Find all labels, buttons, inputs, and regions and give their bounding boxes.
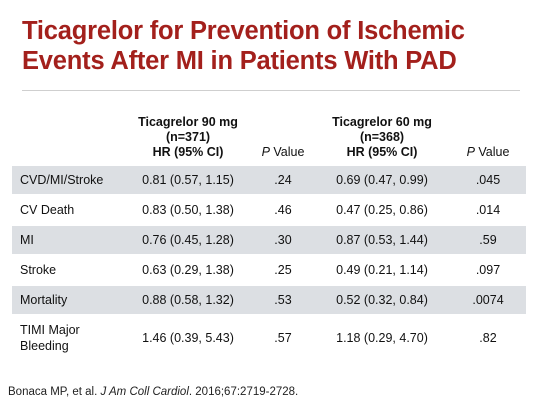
- row-label: MI: [12, 225, 124, 256]
- hr-60: 0.69 (0.47, 0.99): [314, 166, 450, 196]
- results-table: Ticagrelor 90 mg (n=371) HR (95% CI) P V…: [12, 115, 526, 362]
- hr-60: 1.18 (0.29, 4.70): [314, 315, 450, 362]
- row-label: Stroke: [12, 255, 124, 286]
- table-header-row: Ticagrelor 90 mg (n=371) HR (95% CI) P V…: [12, 115, 526, 166]
- p-60: .014: [450, 195, 526, 226]
- citation: Bonaca MP, et al. J Am Coll Cardiol. 201…: [8, 386, 298, 398]
- p-60: .0074: [450, 285, 526, 316]
- header-p-90-word: Value: [273, 145, 305, 159]
- table-row: CVD/MI/Stroke 0.81 (0.57, 1.15) .24 0.69…: [12, 166, 526, 196]
- row-label: CVD/MI/Stroke: [12, 166, 124, 196]
- header-ticagrelor-90-hr: HR (95% CI): [152, 145, 224, 159]
- header-ticagrelor-60-n: (n=368): [359, 130, 405, 144]
- table-row: TIMI Major Bleeding 1.46 (0.39, 5.43) .5…: [12, 315, 526, 362]
- header-p-value-90: P Value: [252, 115, 314, 166]
- table-row: MI 0.76 (0.45, 1.28) .30 0.87 (0.53, 1.4…: [12, 225, 526, 256]
- citation-details: . 2016;67:2719-2728.: [188, 386, 299, 398]
- hr-60: 0.47 (0.25, 0.86): [314, 195, 450, 226]
- p-90: .24: [252, 166, 314, 196]
- table-row: Stroke 0.63 (0.29, 1.38) .25 0.49 (0.21,…: [12, 255, 526, 286]
- table-row: CV Death 0.83 (0.50, 1.38) .46 0.47 (0.2…: [12, 195, 526, 226]
- table-row: Mortality 0.88 (0.58, 1.32) .53 0.52 (0.…: [12, 285, 526, 316]
- citation-journal: J Am Coll Cardiol: [100, 386, 189, 398]
- hr-90: 0.76 (0.45, 1.28): [124, 225, 252, 256]
- header-p-60-word: Value: [478, 145, 510, 159]
- header-outcome: [12, 115, 124, 166]
- hr-60: 0.87 (0.53, 1.44): [314, 225, 450, 256]
- p-90: .25: [252, 255, 314, 286]
- hr-90: 0.88 (0.58, 1.32): [124, 285, 252, 316]
- header-ticagrelor-90-n: (n=371): [165, 130, 211, 144]
- slide-title: Ticagrelor for Prevention of Ischemic Ev…: [22, 16, 522, 76]
- header-ticagrelor-60-name: Ticagrelor 60 mg: [332, 115, 432, 129]
- header-p-90-letter: P: [261, 145, 270, 159]
- row-label-line-2: Bleeding: [20, 339, 69, 353]
- citation-authors: Bonaca MP, et al.: [8, 386, 101, 398]
- header-ticagrelor-60: Ticagrelor 60 mg (n=368) HR (95% CI): [314, 115, 450, 166]
- p-90: .30: [252, 225, 314, 256]
- hr-90: 0.81 (0.57, 1.15): [124, 166, 252, 196]
- row-label: CV Death: [12, 195, 124, 226]
- slide-title-line-2: Events After MI in Patients With PAD: [22, 47, 457, 75]
- p-90: .53: [252, 285, 314, 316]
- p-60: .59: [450, 225, 526, 256]
- hr-60: 0.52 (0.32, 0.84): [314, 285, 450, 316]
- title-divider: [22, 90, 520, 91]
- header-ticagrelor-90: Ticagrelor 90 mg (n=371) HR (95% CI): [124, 115, 252, 166]
- header-p-value-60: P Value: [450, 115, 526, 166]
- header-ticagrelor-60-hr: HR (95% CI): [346, 145, 418, 159]
- p-60: .097: [450, 255, 526, 286]
- hr-60: 0.49 (0.21, 1.14): [314, 255, 450, 286]
- hr-90: 0.63 (0.29, 1.38): [124, 255, 252, 286]
- slide-title-line-1: Ticagrelor for Prevention of Ischemic: [22, 17, 465, 45]
- p-60: .82: [450, 315, 526, 362]
- p-60: .045: [450, 166, 526, 196]
- row-label: Mortality: [12, 285, 124, 316]
- header-ticagrelor-90-name: Ticagrelor 90 mg: [138, 115, 238, 129]
- p-90: .57: [252, 315, 314, 362]
- row-label: TIMI Major Bleeding: [12, 315, 124, 362]
- header-p-60-letter: P: [466, 145, 475, 159]
- row-label-line-1: TIMI Major: [20, 323, 80, 337]
- hr-90: 0.83 (0.50, 1.38): [124, 195, 252, 226]
- p-90: .46: [252, 195, 314, 226]
- hr-90: 1.46 (0.39, 5.43): [124, 315, 252, 362]
